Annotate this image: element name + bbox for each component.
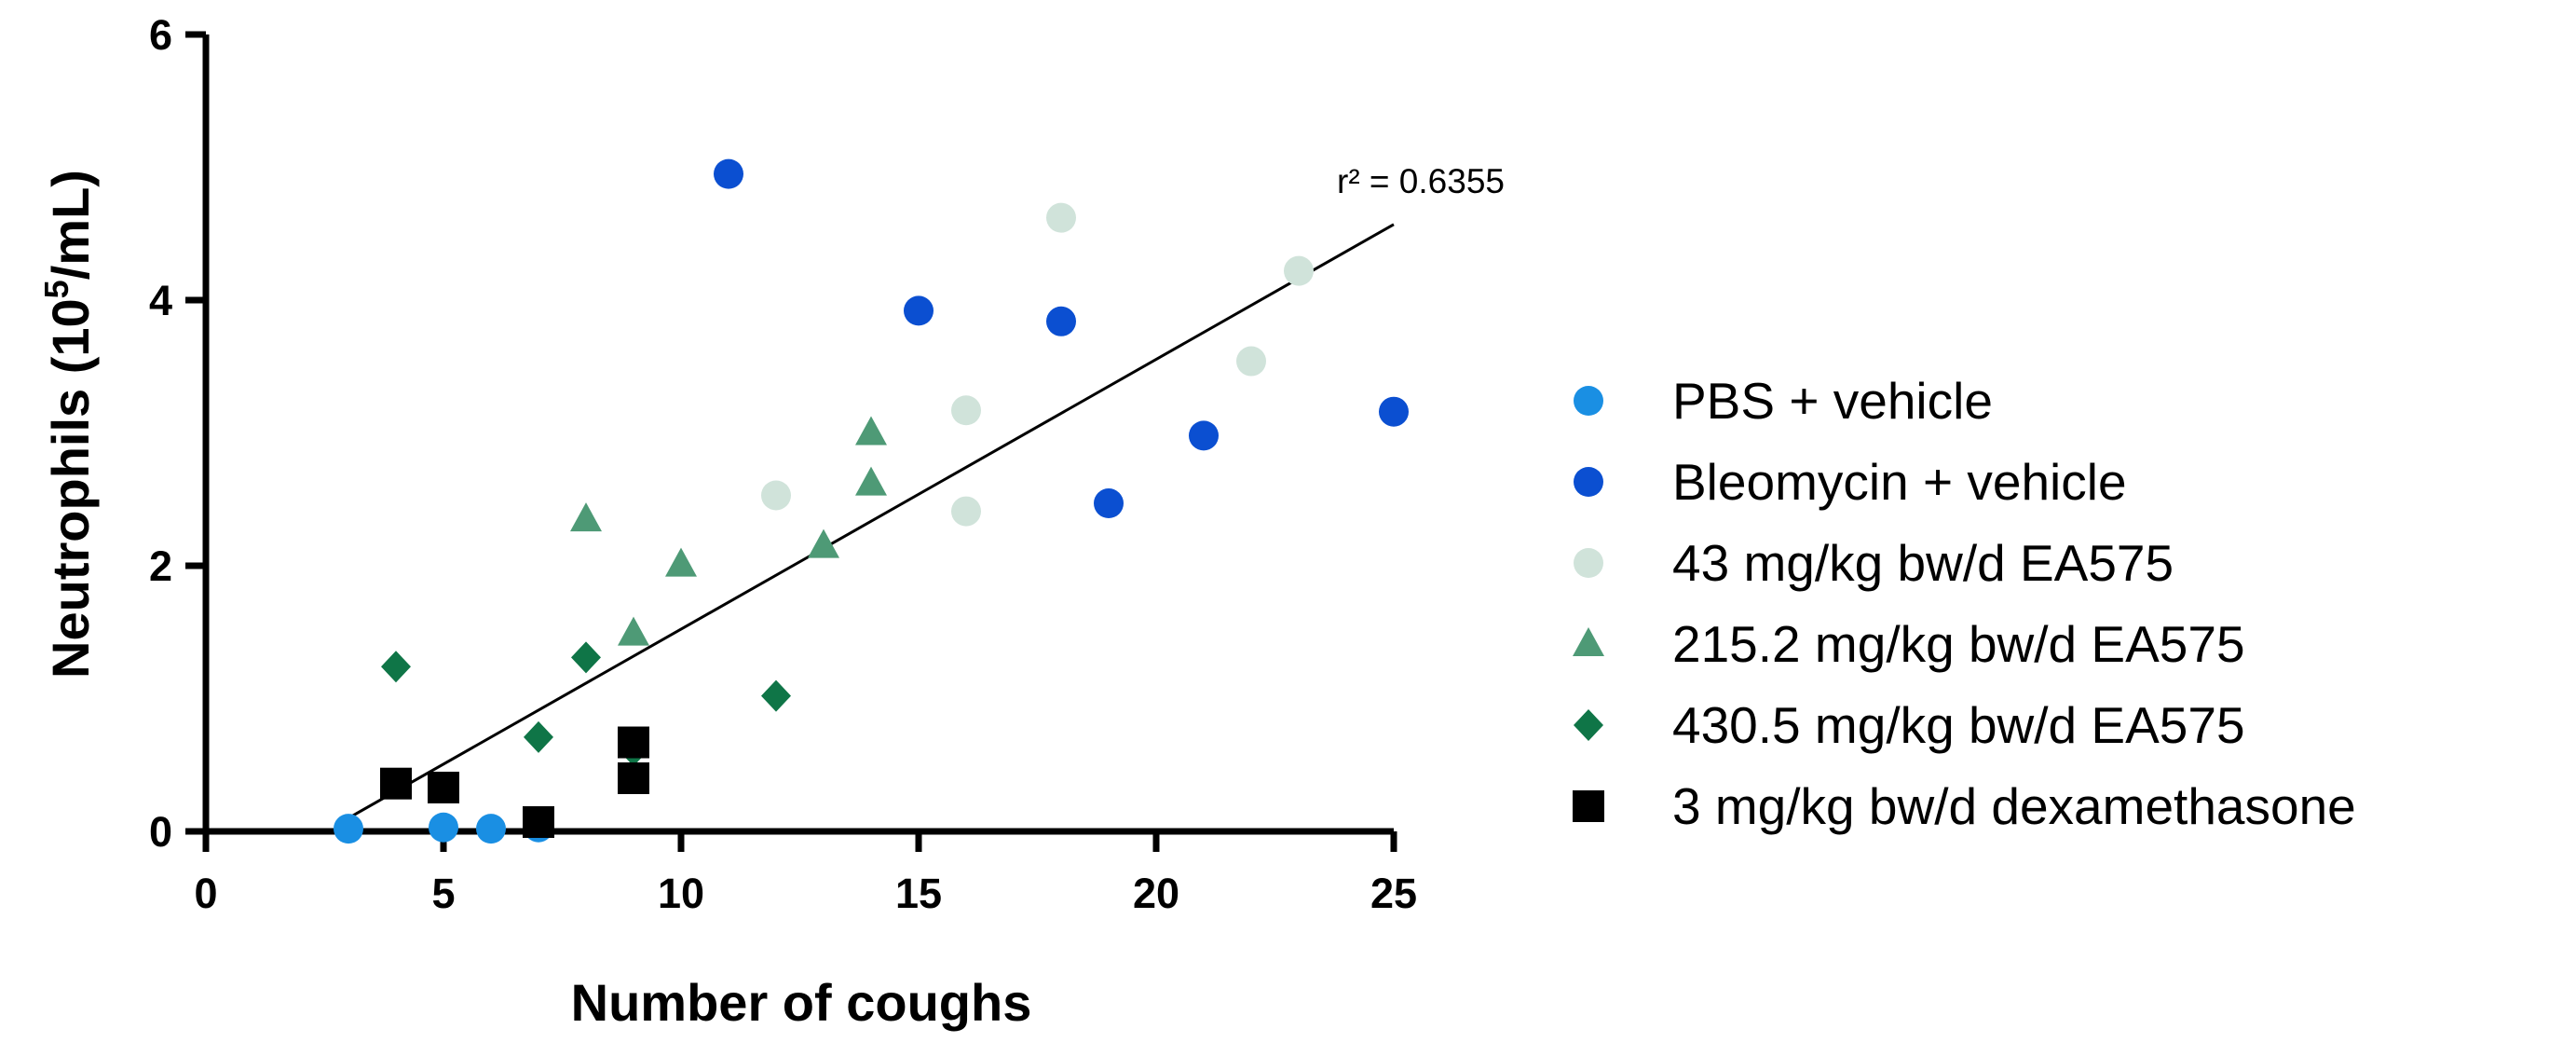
- y-tick-label: 4: [149, 277, 172, 324]
- data-point: [665, 547, 697, 577]
- data-point: [570, 502, 602, 532]
- series-6-points: [380, 726, 649, 839]
- axes: 0 2 4 6 0 5 10 15 20 25: [149, 11, 1417, 917]
- data-point: [524, 720, 553, 753]
- r-squared-annotation: r² = 0.6355: [1337, 162, 1505, 200]
- data-point: [1379, 396, 1409, 427]
- data-point: [904, 295, 934, 326]
- y-tick-label: 0: [149, 808, 172, 856]
- data-point: [1189, 420, 1219, 451]
- series-1-points: [334, 811, 553, 844]
- y-tick-label: 2: [149, 542, 172, 590]
- series-4-points: [570, 416, 887, 646]
- legend-marker: [1573, 627, 1604, 656]
- y-axis-title: Neutrophils (105/mL): [37, 170, 100, 679]
- legend-marker: [1574, 548, 1603, 578]
- data-point: [429, 812, 458, 843]
- data-point: [380, 767, 412, 800]
- legend-label: PBS + vehicle: [1672, 372, 1993, 430]
- legend-item: 215.2 mg/kg bw/d EA575: [1573, 615, 2245, 673]
- data-point: [428, 771, 459, 803]
- data-point: [571, 641, 601, 674]
- regression-line: [348, 223, 1395, 820]
- legend-label: Bleomycin + vehicle: [1672, 453, 2127, 511]
- series-2-points: [714, 158, 1409, 519]
- x-axis-title: Number of coughs: [571, 973, 1032, 1032]
- data-point: [951, 395, 981, 426]
- legend-marker: [1573, 790, 1604, 822]
- data-point: [618, 616, 649, 646]
- legend-item: PBS + vehicle: [1574, 372, 1993, 430]
- legend-label: 3 mg/kg bw/d dexamethasone: [1672, 777, 2356, 835]
- data-point: [1046, 306, 1076, 336]
- data-point: [381, 651, 411, 683]
- data-point: [761, 480, 791, 511]
- data-point: [523, 806, 554, 839]
- legend-marker: [1574, 386, 1603, 416]
- data-points: [334, 158, 1409, 844]
- legend-item: 43 mg/kg bw/d EA575: [1574, 534, 2174, 592]
- series-5-points: [381, 641, 791, 767]
- data-point: [334, 814, 363, 844]
- data-point: [855, 416, 887, 446]
- data-point: [1284, 255, 1314, 286]
- data-point: [618, 726, 649, 759]
- data-point: [618, 762, 649, 794]
- legend-marker: [1574, 467, 1603, 497]
- legend-marker: [1574, 709, 1603, 741]
- legend: PBS + vehicle Bleomycin + vehicle 43 mg/kg…: [1573, 372, 2356, 835]
- data-point: [1046, 202, 1076, 233]
- y-tick-label: 6: [149, 11, 172, 59]
- legend-item: Bleomycin + vehicle: [1574, 453, 2127, 511]
- data-point: [714, 158, 743, 189]
- data-point: [476, 814, 506, 844]
- x-ticks: 0 5 10 15 20 25: [194, 831, 1417, 917]
- data-point: [761, 679, 791, 712]
- x-tick-label: 20: [1133, 870, 1179, 917]
- data-point: [808, 528, 839, 558]
- data-point: [951, 496, 981, 527]
- legend-item: 3 mg/kg bw/d dexamethasone: [1573, 777, 2356, 835]
- legend-label: 430.5 mg/kg bw/d EA575: [1672, 696, 2245, 754]
- x-tick-label: 0: [194, 870, 217, 917]
- legend-item: 430.5 mg/kg bw/d EA575: [1574, 696, 2245, 754]
- x-tick-label: 15: [895, 870, 942, 917]
- legend-label: 43 mg/kg bw/d EA575: [1672, 534, 2174, 592]
- legend-label: 215.2 mg/kg bw/d EA575: [1672, 615, 2245, 673]
- data-point: [855, 466, 887, 496]
- data-point: [1094, 488, 1124, 519]
- x-tick-label: 5: [431, 870, 455, 917]
- x-tick-label: 25: [1370, 870, 1417, 917]
- y-ticks: 0 2 4 6: [149, 11, 206, 856]
- x-tick-label: 10: [658, 870, 704, 917]
- series-3-points: [761, 202, 1314, 527]
- data-point: [1236, 346, 1266, 377]
